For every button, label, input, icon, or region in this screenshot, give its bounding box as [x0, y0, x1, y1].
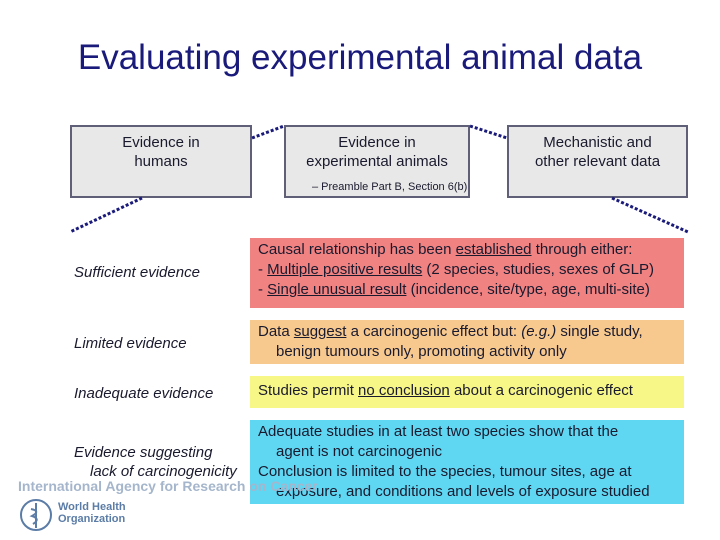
row-sufficient: Causal relationship has been established… — [250, 238, 684, 308]
category-sufficient-label: Sufficient evidence — [74, 264, 200, 281]
row-suggesting-lack-line1: Adequate studies in at least two species… — [258, 423, 619, 440]
who-emblem-icon — [20, 499, 52, 531]
evidence-animals-line1: Evidence in — [338, 134, 416, 151]
evidence-mechanistic-line2: other relevant data — [534, 153, 661, 170]
preamble-note: – Preamble Part B, Section 6(b) — [312, 181, 468, 193]
row-sufficient-line2: - Multiple positive results (2 species, … — [258, 261, 655, 278]
category-inadequate: Inadequate evidence — [74, 384, 213, 403]
row-sufficient-line3: - Single unusual result (incidence, site… — [258, 281, 650, 298]
evidence-mechanistic-line1: Mechanistic and — [543, 134, 652, 151]
row-suggesting-lack: Adequate studies in at least two species… — [250, 420, 684, 504]
row-limited-line2: benign tumours only, promoting activity … — [276, 343, 567, 360]
row-sufficient-line1: Causal relationship has been established… — [258, 241, 633, 258]
evidence-animals-line2: experimental animals — [306, 153, 448, 170]
category-suggesting-lack: Evidence suggesting lack of carcinogenic… — [74, 443, 237, 481]
category-sufficient: Sufficient evidence — [74, 263, 200, 282]
evidence-humans-line1: Evidence in — [122, 134, 200, 151]
row-suggesting-lack-line3: Conclusion is limited to the species, tu… — [258, 463, 632, 480]
category-suggesting-lack-label2: lack of carcinogenicity — [90, 463, 237, 480]
evidence-animals-box: Evidence in experimental animals — [284, 125, 470, 198]
iarc-logo-text: International Agency for Research on Can… — [18, 478, 318, 494]
category-limited-label: Limited evidence — [74, 335, 187, 352]
evidence-humans-line2: humans — [134, 153, 188, 170]
connector-expand-right — [611, 196, 689, 234]
row-inadequate-line1: Studies permit no conclusion about a car… — [258, 382, 633, 399]
category-limited: Limited evidence — [74, 334, 187, 353]
row-suggesting-lack-line2: agent is not carcinogenic — [276, 443, 442, 460]
row-limited-line1: Data suggest a carcinogenic effect but: … — [258, 323, 643, 340]
category-suggesting-lack-label1: Evidence suggesting — [74, 444, 213, 461]
connector-animals-mechanistic — [469, 124, 508, 140]
evidence-humans-box: Evidence in humans — [70, 125, 252, 198]
category-inadequate-label: Inadequate evidence — [74, 385, 214, 402]
who-logo-text: World Health Organization — [58, 501, 126, 525]
row-limited: Data suggest a carcinogenic effect but: … — [250, 320, 684, 364]
row-inadequate: Studies permit no conclusion about a car… — [250, 376, 684, 408]
who-logo-line2: Organization — [58, 513, 126, 525]
evidence-mechanistic-box: Mechanistic and other relevant data — [507, 125, 688, 198]
slide-title: Evaluating experimental animal data — [77, 38, 643, 77]
row-suggesting-lack-line4: exposure, and conditions and levels of e… — [276, 483, 650, 500]
connector-humans-animals — [251, 124, 285, 140]
connector-expand-left — [69, 196, 143, 234]
who-logo-line1: World Health — [58, 501, 126, 513]
